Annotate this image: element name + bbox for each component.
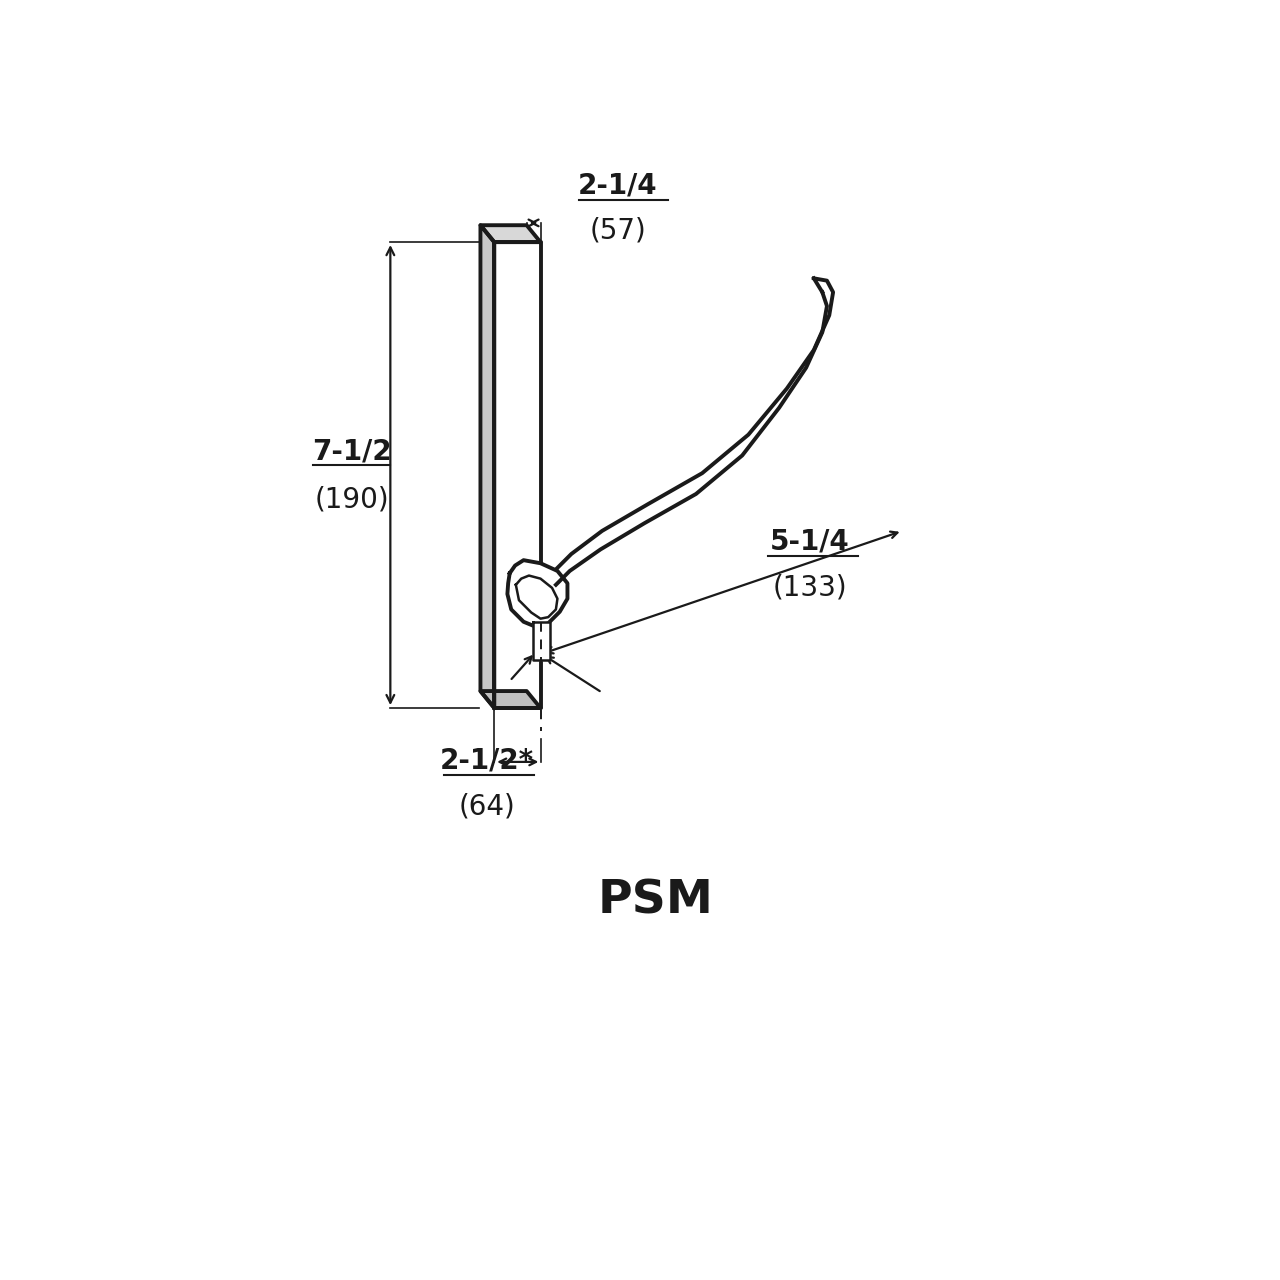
Text: (190): (190): [315, 485, 389, 513]
Text: 7-1/2: 7-1/2: [312, 438, 392, 466]
Polygon shape: [480, 225, 494, 708]
Text: 2-1/2*: 2-1/2*: [439, 748, 534, 774]
Polygon shape: [532, 622, 549, 660]
Text: PSM: PSM: [598, 878, 714, 923]
Text: 5-1/4: 5-1/4: [771, 527, 850, 556]
Polygon shape: [480, 225, 540, 242]
Text: (57): (57): [589, 216, 646, 244]
Text: (64): (64): [458, 792, 515, 820]
Text: 2-1/4: 2-1/4: [577, 172, 658, 200]
Polygon shape: [556, 278, 833, 585]
Polygon shape: [507, 561, 567, 627]
Polygon shape: [480, 691, 540, 708]
Text: (133): (133): [773, 573, 847, 602]
Polygon shape: [494, 242, 540, 708]
